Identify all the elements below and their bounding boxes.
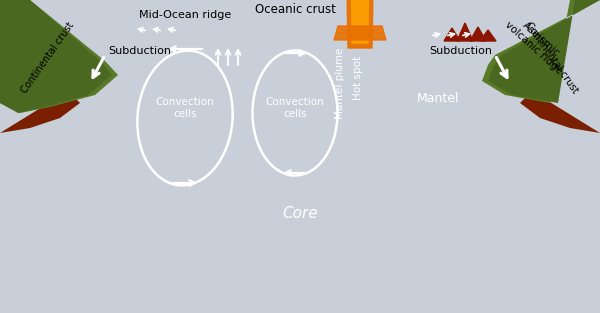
Text: Mantel: Mantel: [417, 91, 459, 105]
Polygon shape: [0, 0, 118, 113]
Polygon shape: [350, 0, 370, 43]
Text: Aseismic
volcanic ridge: Aseismic volcanic ridge: [503, 11, 572, 76]
Text: Mantel plume: Mantel plume: [335, 47, 345, 119]
Polygon shape: [482, 0, 600, 103]
Text: Continental crust: Continental crust: [20, 21, 76, 95]
Text: Oceanic crust: Oceanic crust: [254, 3, 335, 16]
Polygon shape: [342, 0, 378, 48]
Text: Convection
cells: Convection cells: [155, 97, 214, 119]
Polygon shape: [0, 91, 80, 133]
Polygon shape: [520, 91, 600, 133]
Text: Hot spot: Hot spot: [353, 56, 363, 100]
Polygon shape: [0, 0, 112, 113]
Polygon shape: [488, 0, 600, 103]
Text: Continental crust: Continental crust: [524, 21, 580, 95]
Text: Core: Core: [282, 206, 318, 220]
Text: Subduction: Subduction: [108, 46, 171, 56]
Text: Convection
cells: Convection cells: [266, 97, 325, 119]
Text: Mid-Ocean ridge: Mid-Ocean ridge: [139, 10, 231, 20]
Polygon shape: [334, 26, 386, 40]
Polygon shape: [480, 30, 496, 41]
Polygon shape: [444, 28, 460, 41]
Text: Subduction: Subduction: [429, 46, 492, 56]
Polygon shape: [457, 23, 473, 41]
Polygon shape: [470, 27, 486, 41]
